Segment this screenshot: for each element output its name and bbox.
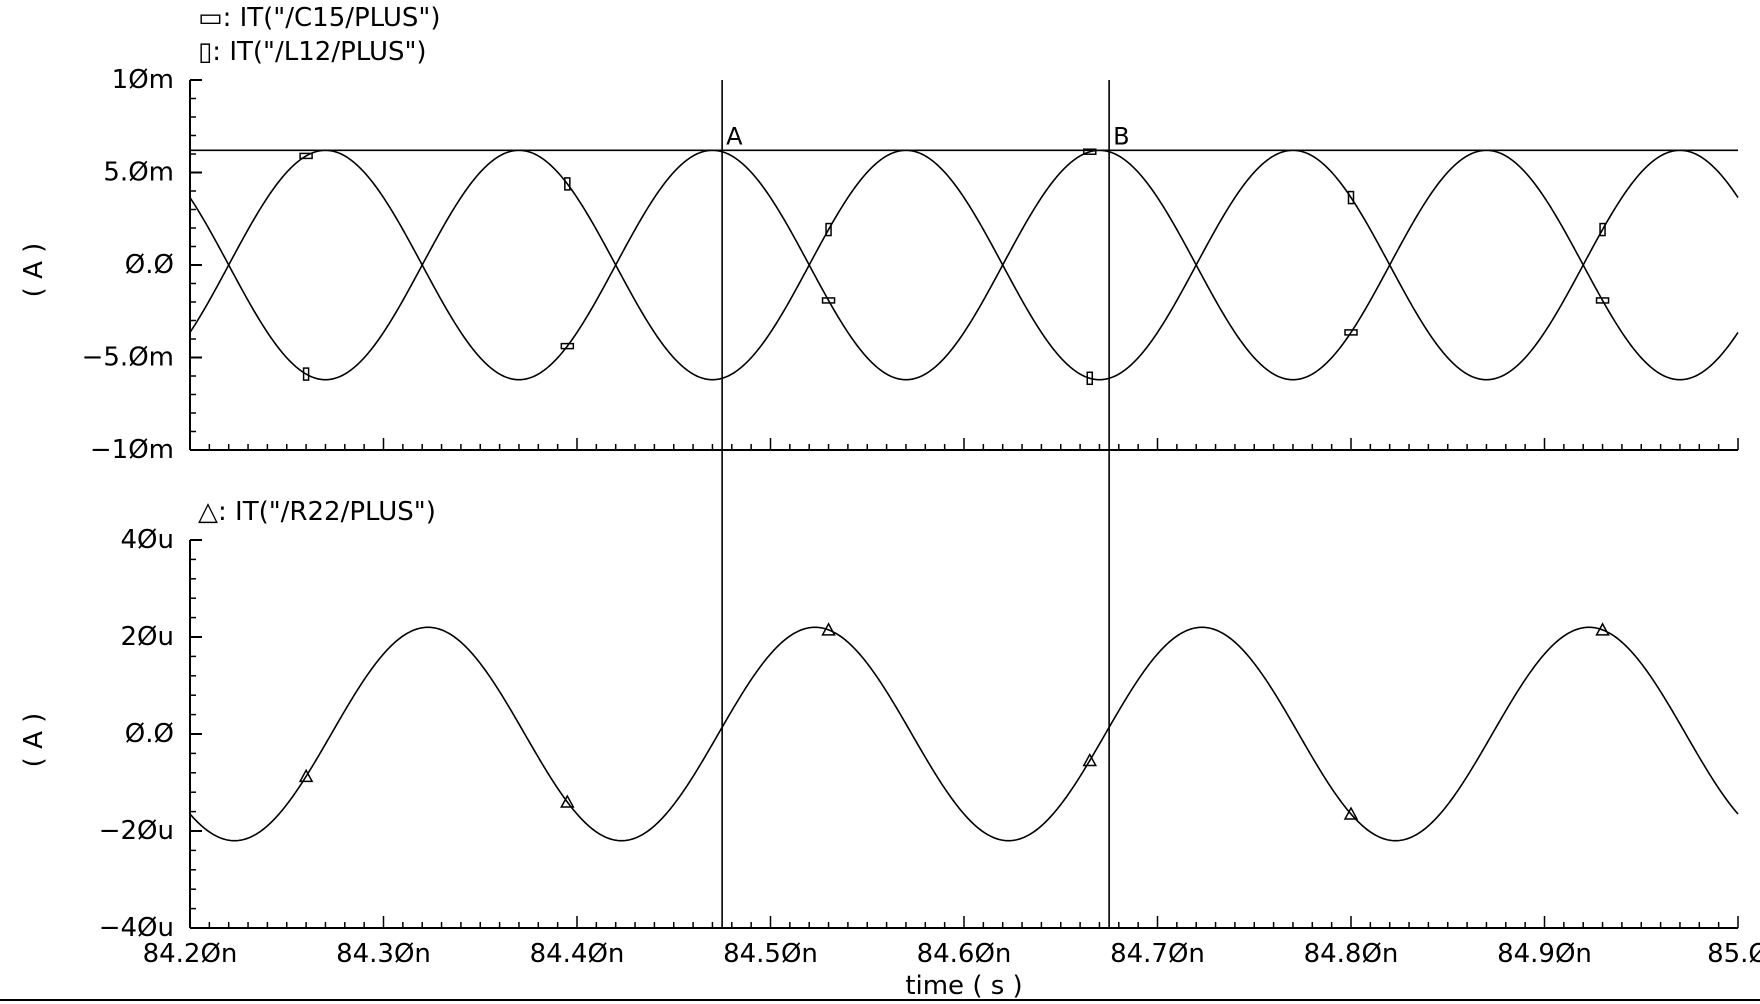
legend-entry: ▯: IT("/L12/PLUS") xyxy=(198,37,427,67)
y-tick-label: 1Øm xyxy=(112,65,174,95)
series-marker-vbar xyxy=(302,367,310,381)
y-tick-label: 2Øu xyxy=(121,622,175,652)
x-axis: 84.2Øn 84.3Øn 84.4Øn 84.5Øn 84.6Øn 84.7Øn 84.8… xyxy=(143,939,1760,1001)
series-marker-triangle xyxy=(821,622,836,636)
series-marker-hbar xyxy=(821,297,836,304)
vertical-marker-label: B xyxy=(1113,122,1129,150)
y-tick-label: 4Øu xyxy=(121,525,175,555)
x-tick-label: 84.5Øn xyxy=(723,939,818,969)
y-tick-label: Ø.Ø xyxy=(125,250,174,280)
x-tick-label: 84.2Øn xyxy=(143,939,238,969)
y-tick-label: −1Øm xyxy=(90,435,174,465)
series-marker-triangle xyxy=(1343,806,1359,820)
y-tick-label: −2Øu xyxy=(99,816,174,846)
x-tick-label: 84.7Øn xyxy=(1110,939,1205,969)
series-marker-triangle xyxy=(560,794,575,808)
series-marker-hbar xyxy=(1344,329,1358,336)
x-tick-label: 84.3Øn xyxy=(336,939,431,969)
series-line xyxy=(189,149,1739,381)
series-marker-triangle xyxy=(1082,752,1098,767)
vertical-marker-label: A xyxy=(726,122,743,150)
y-axis-label: ( A ) xyxy=(19,243,49,298)
x-axis-label: time ( s ) xyxy=(905,971,1022,1001)
bottom-panel: 4Øu 2Øu Ø.Ø −2Øu −4Øu ( A ) △: IT("/R22/PLUS") xyxy=(19,497,1739,943)
x-tick-label: 85.Ø xyxy=(1707,939,1760,969)
series-marker-vbar xyxy=(1347,190,1355,205)
series-marker-hbar xyxy=(1595,297,1610,304)
y-tick-label: 5.Øm xyxy=(103,158,174,188)
y-tick-label: Ø.Ø xyxy=(125,719,174,749)
x-tick-label: 84.6Øn xyxy=(917,939,1012,969)
top-panel: 1Øm 5.Øm Ø.Ø −5.Øm −1Øm ( A ) ▭: IT("/C15/PLUS… xyxy=(19,3,1739,465)
y-axis-label: ( A ) xyxy=(19,713,49,768)
series-line xyxy=(189,626,1739,842)
y-tick-label: −4Øu xyxy=(99,913,174,943)
x-tick-label: 84.8Øn xyxy=(1304,939,1399,969)
series-marker-hbar xyxy=(1083,148,1097,155)
series-marker-vbar xyxy=(1086,371,1094,386)
legend-entry: ▭: IT("/C15/PLUS") xyxy=(198,3,441,33)
series-marker-triangle xyxy=(298,768,314,783)
legend-entry: △: IT("/R22/PLUS") xyxy=(198,497,436,527)
y-tick-label: −5.Øm xyxy=(82,343,174,373)
series-marker-triangle xyxy=(1595,622,1610,636)
series-marker-vbar xyxy=(825,222,832,237)
x-tick-label: 84.4Øn xyxy=(530,939,625,969)
x-tick-label: 84.9Øn xyxy=(1497,939,1592,969)
series-marker-vbar xyxy=(564,177,571,191)
series-marker-vbar xyxy=(1599,222,1606,237)
series-marker-hbar xyxy=(560,342,575,350)
series-marker-hbar xyxy=(299,152,313,160)
